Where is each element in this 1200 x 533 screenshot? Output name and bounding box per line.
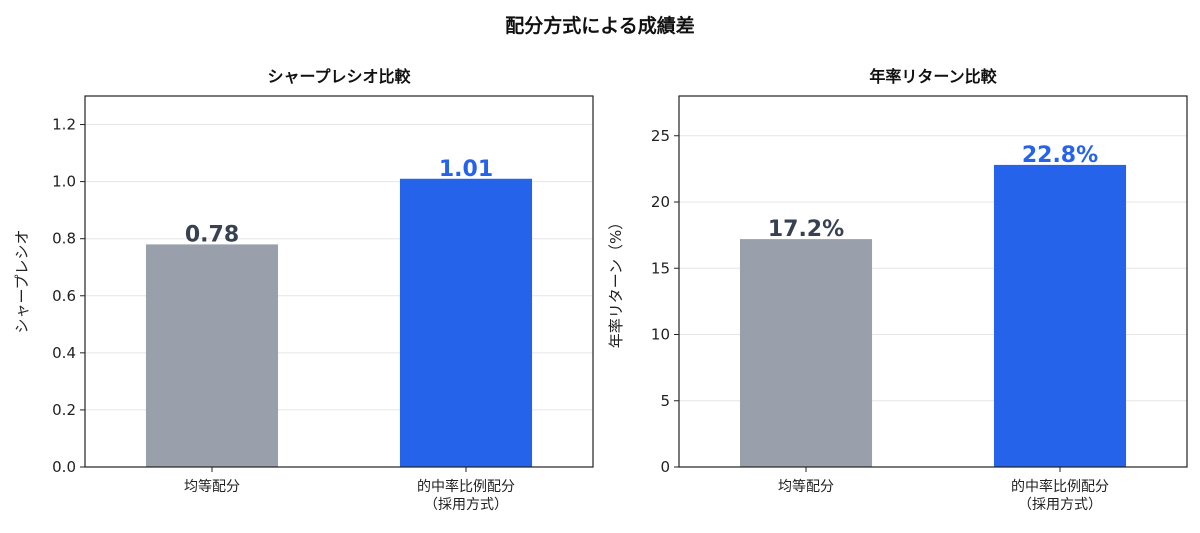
data-label: 17.2% [768,217,844,242]
y-tick-label: 1.2 [52,116,76,134]
x-tick-label: （採用方式） [1018,497,1102,513]
y-tick-label: 20 [651,193,670,211]
x-tick-label: 均等配分 [184,478,240,495]
y-tick-label: 5 [660,392,670,410]
bar [145,244,279,467]
y-axis-label: シャープレシオ [13,229,31,333]
x-tick-label: 的中率比例配分 [1011,478,1109,495]
plot-frame [84,95,594,468]
chart-panel-1: 0.78 均等配分 1.01 的中率比例配分 （採用方式） 0.0 0.2 0.4 0.6 0.8… [13,67,594,513]
data-label: 0.78 [185,222,239,247]
chart-panel-2: 17.2% 均等配分 22.8% 的中率比例配分 （採用方式） 0 5 10 15 20 25 年率リ… [607,67,1188,513]
y-tick-label: 0.8 [52,230,76,248]
data-label: 22.8% [1022,143,1098,168]
y-tick-label: 1.0 [52,173,76,191]
x-tick-label: 均等配分 [778,478,834,495]
y-axis-label: 年率リターン（%） [607,215,625,349]
x-tick-label: 的中率比例配分 [417,478,515,495]
plot-frame [678,95,1188,468]
y-tick-label: 0.2 [52,401,76,419]
bar [399,178,533,467]
chart-title: シャープレシオ比較 [267,67,411,86]
y-tick-label: 0.6 [52,287,76,305]
y-tick-label: 25 [651,127,670,145]
bar [739,239,873,467]
x-tick-label: （採用方式） [424,497,508,513]
y-tick-label: 15 [651,259,670,277]
y-tick-label: 0.4 [52,344,76,362]
y-tick-label: 10 [651,326,670,344]
chart-title: 年率リターン比較 [869,67,997,86]
bar [993,164,1127,467]
y-tick-label: 0.0 [52,458,76,476]
data-label: 1.01 [439,157,493,182]
figure-title: 配分方式による成績差 [505,14,694,37]
y-tick-label: 0 [660,458,670,476]
